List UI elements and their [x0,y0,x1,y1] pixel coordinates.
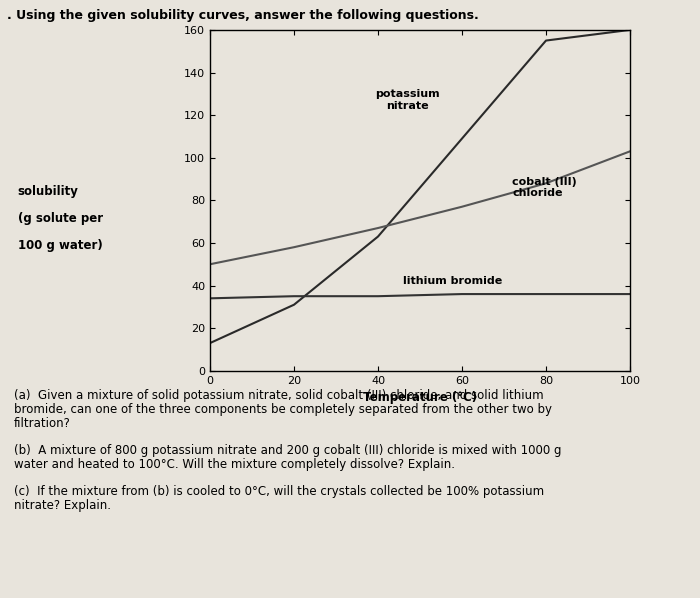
Text: water and heated to 100°C. Will the mixture completely dissolve? Explain.: water and heated to 100°C. Will the mixt… [14,458,455,471]
Text: (g solute per: (g solute per [18,212,103,225]
Text: nitrate? Explain.: nitrate? Explain. [14,499,111,512]
Text: cobalt (III)
chloride: cobalt (III) chloride [512,177,577,199]
Text: . Using the given solubility curves, answer the following questions.: . Using the given solubility curves, ans… [7,9,479,22]
Text: lithium bromide: lithium bromide [403,276,503,286]
Text: (c)  If the mixture from (b) is cooled to 0°C, will the crystals collected be 10: (c) If the mixture from (b) is cooled to… [14,485,544,498]
X-axis label: Temperature (°C): Temperature (°C) [363,391,477,404]
Text: filtration?: filtration? [14,417,71,430]
Text: (b)  A mixture of 800 g potassium nitrate and 200 g cobalt (III) chloride is mix: (b) A mixture of 800 g potassium nitrate… [14,444,561,457]
Text: (a)  Given a mixture of solid potassium nitrate, solid cobalt (III) chloride, an: (a) Given a mixture of solid potassium n… [14,389,543,402]
Text: potassium
nitrate: potassium nitrate [375,89,440,111]
Text: solubility: solubility [18,185,78,198]
Text: 100 g water): 100 g water) [18,239,102,252]
Text: bromide, can one of the three components be completely separated from the other : bromide, can one of the three components… [14,403,552,416]
